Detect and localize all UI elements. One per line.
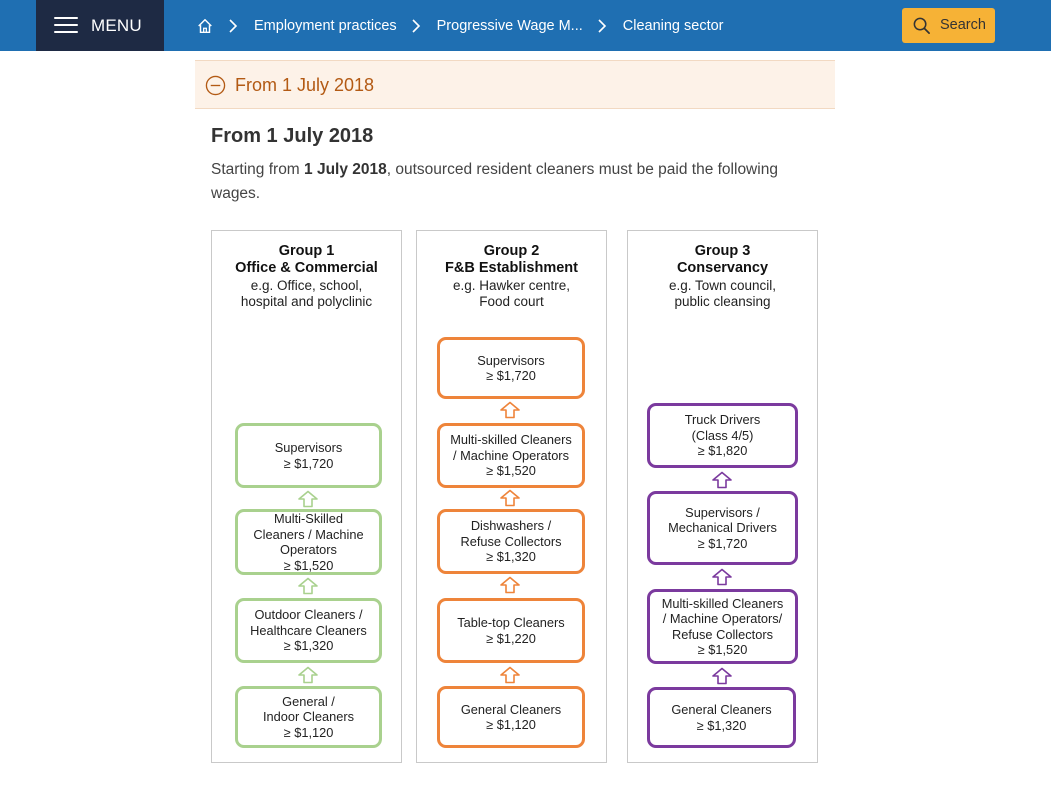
group-1-example-line-1: e.g. Office, school,	[250, 278, 363, 293]
up-arrow-icon	[712, 568, 732, 586]
up-arrow-icon	[500, 401, 520, 419]
box-label: Multi-skilled Cleaners	[450, 432, 572, 448]
menu-label: MENU	[91, 16, 142, 35]
box-label: Multi-Skilled	[274, 511, 343, 526]
box-wage: ≥ $1,520	[486, 463, 536, 479]
box-wage: ≥ $1,720	[486, 368, 536, 383]
box-label: Refuse Collectors	[460, 533, 562, 549]
search-button[interactable]: Search	[902, 8, 995, 43]
intro-text-end: , outsourced resident cleaners must be p…	[211, 161, 778, 202]
group-2-title: F&B Establishment	[445, 260, 578, 276]
box-label: Table-top Cleaners	[457, 615, 565, 630]
chevron-right-icon	[598, 18, 606, 33]
group-2-multi-skilled-box: Multi-skilled Cleaners / Machine Operato…	[437, 423, 585, 488]
box-label: Operators	[280, 542, 337, 557]
accordion-header[interactable]: From 1 July 2018	[195, 60, 835, 109]
box-label: Outdoor Cleaners /	[254, 607, 363, 623]
menu-button[interactable]: MENU	[36, 0, 164, 51]
box-label: Healthcare Cleaners	[250, 622, 367, 638]
box-label: Cleaners / Machine	[253, 526, 364, 542]
search-label: Search	[940, 17, 986, 33]
chevron-right-icon	[229, 18, 238, 33]
breadcrumb-employment-practices[interactable]: Employment practices	[254, 17, 397, 34]
group-1-general-cleaners-box: General / Indoor Cleaners ≥ $1,120	[235, 686, 382, 748]
group-2-panel: Group 2 F&B Establishment e.g. Hawker ce…	[416, 230, 607, 763]
breadcrumb-cleaning-sector[interactable]: Cleaning sector	[622, 17, 724, 34]
box-label: General Cleaners	[671, 702, 772, 717]
hamburger-icon	[54, 17, 78, 33]
group-3-example-line-2: public cleansing	[674, 294, 771, 309]
box-label: / Machine Operators	[453, 447, 569, 463]
box-wage: ≥ $1,520	[283, 557, 334, 573]
group-3-multi-skilled-box: Multi-skilled Cleaners / Machine Operato…	[647, 589, 798, 664]
group-1-title: Office & Commercial	[235, 260, 378, 276]
collapse-minus-icon	[205, 75, 226, 96]
box-wage: ≥ $1,720	[283, 455, 334, 471]
group-3-title: Conservancy	[676, 260, 769, 276]
group-2-supervisors-box: Supervisors ≥ $1,720	[437, 337, 585, 399]
group-1-supervisors-box: Supervisors ≥ $1,720	[235, 423, 382, 488]
box-wage: ≥ $1,320	[696, 717, 747, 733]
search-icon	[913, 17, 930, 34]
up-arrow-icon	[500, 489, 520, 507]
up-arrow-icon	[500, 576, 520, 594]
intro-text-start: Starting from	[211, 161, 305, 178]
box-label: Supervisors	[274, 440, 343, 455]
section-title: From 1 July 2018	[211, 125, 374, 147]
breadcrumb-progressive-wage-model[interactable]: Progressive Wage M...	[436, 17, 583, 34]
up-arrow-icon	[500, 666, 520, 684]
group-1-example-line-2: hospital and polyclinic	[240, 294, 373, 309]
intro-text: Starting from 1 July 2018, outsourced re…	[211, 158, 811, 206]
breadcrumb: Employment practices Progressive Wage M.…	[196, 0, 738, 51]
box-label: Indoor Cleaners	[262, 709, 355, 725]
box-label: Supervisors	[477, 352, 545, 368]
top-navigation-bar: MENU Employment practices Progressive Wa…	[0, 0, 1051, 51]
group-2-example-line-1: e.g. Hawker centre,	[452, 278, 571, 293]
intro-date: 1 July 2018	[304, 161, 387, 178]
box-wage: ≥ $1,520	[697, 642, 748, 657]
group-1-number: Group 1	[278, 243, 335, 259]
group-3-panel: Group 3 Conservancy e.g. Town council, p…	[627, 230, 818, 763]
box-wage: ≥ $1,120	[283, 724, 334, 740]
box-label: (Class 4/5)	[691, 427, 754, 443]
box-label: General Cleaners	[460, 701, 562, 717]
box-label: Truck Drivers	[684, 412, 761, 428]
group-1-multi-skilled-box: Multi-Skilled Cleaners / Machine Operato…	[235, 509, 382, 575]
box-label: Refuse Collectors	[672, 626, 773, 642]
group-2-general-cleaners-box: General Cleaners ≥ $1,120	[437, 686, 585, 748]
group-2-table-top-cleaners-box: Table-top Cleaners ≥ $1,220	[437, 598, 585, 663]
group-2-dishwashers-box: Dishwashers / Refuse Collectors ≥ $1,320	[437, 509, 585, 574]
box-wage: ≥ $1,220	[486, 630, 536, 646]
box-wage: ≥ $1,320	[486, 549, 536, 565]
box-wage: ≥ $1,320	[283, 638, 334, 654]
box-label: / Machine Operators/	[662, 611, 783, 626]
up-arrow-icon	[298, 490, 318, 508]
home-icon[interactable]	[196, 17, 214, 35]
box-label: Multi-skilled Cleaners	[661, 595, 784, 611]
box-wage: ≥ $1,120	[486, 717, 536, 732]
chevron-right-icon	[412, 18, 420, 33]
box-label: Dishwashers /	[470, 518, 552, 534]
up-arrow-icon	[712, 667, 732, 685]
group-1-outdoor-cleaners-box: Outdoor Cleaners / Healthcare Cleaners ≥…	[235, 598, 382, 663]
group-3-truck-drivers-box: Truck Drivers (Class 4/5) ≥ $1,820	[647, 403, 798, 468]
up-arrow-icon	[712, 471, 732, 489]
group-2-example-line-2: Food court	[479, 294, 544, 309]
box-label: Supervisors /	[685, 504, 760, 520]
group-2-number: Group 2	[483, 243, 540, 259]
box-wage: ≥ $1,820	[697, 443, 748, 459]
box-label: Mechanical Drivers	[668, 520, 777, 536]
group-3-number: Group 3	[694, 243, 751, 259]
group-3-supervisors-box: Supervisors / Mechanical Drivers ≥ $1,72…	[647, 491, 798, 565]
group-3-general-cleaners-box: General Cleaners ≥ $1,320	[647, 687, 796, 748]
box-wage: ≥ $1,720	[697, 535, 748, 551]
accordion-label: From 1 July 2018	[235, 75, 375, 95]
up-arrow-icon	[298, 577, 318, 595]
group-1-panel: Group 1 Office & Commercial e.g. Office,…	[211, 230, 402, 763]
box-label: General /	[282, 693, 335, 709]
up-arrow-icon	[298, 666, 318, 684]
group-3-example-line-1: e.g. Town council,	[668, 278, 777, 293]
